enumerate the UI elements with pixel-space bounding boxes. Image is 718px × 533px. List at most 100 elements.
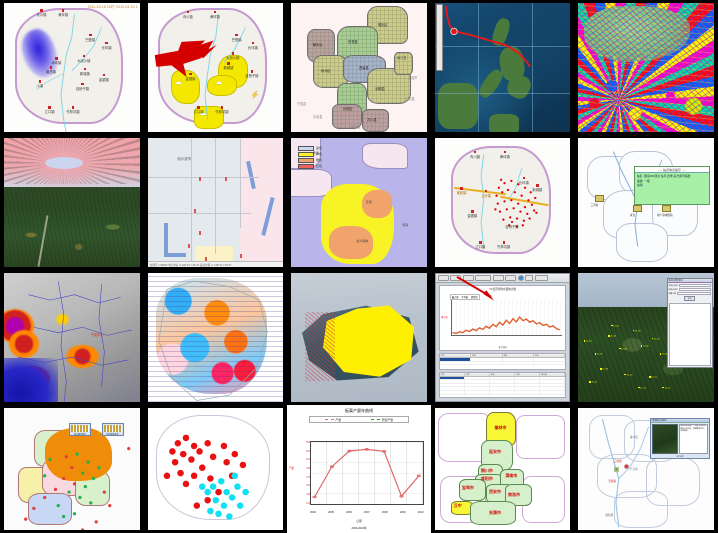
thumbnail-cell-4[interactable] — [430, 0, 575, 135]
site-photo-panel[interactable]: 现场照片及说明 监测点现场照片，拍摄于该监测断面上游方向，植被覆盖良好，岸坡稳定… — [650, 417, 710, 460]
thumbnail-cell-8[interactable]: 蓝色 黄色 橙色 红色 东海 台湾海峡 南海 黄海 — [287, 135, 431, 270]
poi-label[interactable]: JC-11 — [649, 376, 657, 379]
shaanxi-province-city-map[interactable]: 榆林市 延安市 铜川市 咸阳市 渭南市 宝鸡市 西安市 商洛市 汉中 安康市 — [434, 408, 571, 530]
cadastral-street-base-map[interactable]: 哈尔滨市 比例尺 1:50000 中心坐标 X:128.16 Y:45.42 鼠… — [147, 138, 284, 267]
infrared-cloudtop-satellite-image[interactable]: 气旋中心 — [4, 273, 140, 402]
zoom-slider-control[interactable] — [435, 4, 443, 72]
thumbnail-cell-7[interactable]: 哈尔滨市 比例尺 1:50000 中心坐标 X:128.16 Y:45.42 鼠… — [143, 135, 288, 270]
thumbnail-cell-14[interactable]: XX县历年降水量统计图 最大值 平均值 趋势线 降水量 年(月)份 序号 站号 — [430, 270, 575, 405]
city-polygon-shangluo[interactable] — [505, 483, 533, 506]
thumbnail-cell-11[interactable]: 气旋中心 — [0, 270, 144, 405]
gis-feature-info-popup-map[interactable]: 三湾坝 青龙 胡少镇电阻站 ---- 站点信息提示 ---- 站名: 国家481… — [578, 138, 714, 267]
thumbnail-cell-12[interactable] — [143, 270, 288, 405]
weather-warning-signal-map[interactable]: ☁ ☁ ☁ ⚡ 青川镇 黄坪镇 巴登镇 长坪镇 大战沙镇 新城镇 金银镇 百桥子… — [147, 3, 284, 132]
site-marker-icon[interactable] — [613, 466, 619, 472]
poi-label[interactable]: JC-10 — [624, 374, 633, 376]
application-window[interactable]: XX县历年降水量统计图 最大值 平均值 趋势线 降水量 年(月)份 序号 站号 — [434, 273, 571, 402]
poi-label[interactable]: JC-02 — [595, 353, 603, 355]
poi-labelled-3d-terrain[interactable]: JC-01 JC-02 JC-03 JC-04 JC-05 JC-06 JC-0… — [578, 273, 714, 402]
city-polygon-ankang[interactable] — [470, 500, 517, 526]
thumbnail-cell-15[interactable]: JC-01 JC-02 JC-03 JC-04 JC-05 JC-06 JC-0… — [574, 270, 718, 405]
table-row[interactable] — [439, 358, 566, 362]
toolbar-button-settings[interactable] — [517, 275, 524, 281]
app-toolbar[interactable] — [435, 274, 570, 283]
thumbnail-cell-16[interactable]: 受灾情况统计 经济损失统计 — [0, 405, 144, 533]
station-marker-icon[interactable] — [594, 194, 604, 202]
field-input[interactable] — [678, 287, 711, 291]
toolbar-button-help[interactable] — [525, 275, 534, 281]
city-polygon-baoji[interactable] — [459, 478, 487, 501]
thumbnail-cell-18[interactable]: 板栗产量年曲线 产量 预测产量 550 530 510 490 470 450 430 410… — [287, 405, 431, 533]
statistics-popup[interactable]: 经济损失统计 — [101, 422, 124, 436]
map-pin-icon[interactable] — [199, 176, 202, 181]
table-row[interactable] — [439, 387, 566, 391]
terrain-sunrise-3d-view[interactable] — [4, 138, 140, 267]
poi-label[interactable]: JC-14 — [662, 387, 671, 389]
toolbar-button-open[interactable] — [437, 275, 449, 281]
marine-wave-warning-map[interactable]: 蓝色 黄色 橙色 红色 东海 台湾海峡 南海 黄海 — [291, 138, 427, 267]
poi-label[interactable]: JC-12 — [589, 381, 597, 384]
toolbar-button-print[interactable] — [505, 275, 517, 281]
poi-label[interactable]: JC-04 — [619, 348, 627, 350]
table-row[interactable] — [439, 361, 566, 366]
poi-label[interactable]: JC-16 — [611, 325, 619, 327]
precipitation-diffusion-map[interactable]: 青川镇 黄坪镇 巴登镇 长坪镇 尚坪镇 南岳镇 大战沙镇 新城镇 金银镇 百桥子… — [4, 3, 140, 132]
map-pin-icon[interactable] — [199, 230, 202, 235]
poi-label[interactable]: JC-08 — [660, 353, 668, 355]
field-input[interactable] — [676, 292, 711, 296]
poi-label[interactable]: JC-07 — [652, 338, 660, 340]
map-pin-icon[interactable] — [193, 208, 196, 213]
poi-label[interactable]: JC-06 — [641, 345, 649, 348]
table-row[interactable] — [439, 376, 566, 381]
site-photo-popup-map[interactable]: 三堆镇 宝轮镇 广元市 青川县 剑阁县 昭化区 现场照片及说明 监测点现场照片，… — [578, 408, 714, 530]
hazard-point-distribution-map[interactable] — [147, 408, 284, 530]
map-pin-icon[interactable] — [224, 176, 227, 181]
thumbnail-cell-3[interactable]: 昭化区 旺苍县 朝天区 利州区 苍溪县 剑阁县 元坝区 青川县 南江县 宁强县 … — [287, 0, 431, 135]
thumbnail-cell-10[interactable]: 三湾坝 青龙 胡少镇电阻站 ---- 站点信息提示 ---- 站名: 国家481… — [574, 135, 718, 270]
map-pin-icon[interactable] — [204, 256, 207, 261]
map-pin-icon[interactable] — [239, 254, 242, 259]
poi-label[interactable]: JC-01 — [584, 340, 592, 342]
summary-table[interactable]: 序号 站号 站名 年份 — [438, 353, 567, 370]
landuse-grid-classification-map[interactable]: 昭化区 旺苍县 朝天区 利州区 苍溪县 剑阁县 元坝区 青川县 南江县 宁强县 … — [291, 3, 427, 132]
feature-info-popup[interactable]: ---- 站点信息提示 ---- 站名: 国家481测点 站号:四季 采方通讯基… — [634, 166, 710, 206]
thumbnail-cell-20[interactable]: 三堆镇 宝轮镇 广元市 青川县 剑阁县 昭化区 现场照片及说明 监测点现场照片，… — [574, 405, 718, 533]
thumbnail-cell-2[interactable]: ☁ ☁ ☁ ⚡ 青川镇 黄坪镇 巴登镇 长坪镇 大战沙镇 新城镇 金银镇 百桥子… — [143, 0, 288, 135]
site-photo-thumbnail[interactable] — [652, 423, 678, 454]
poi-label[interactable]: JC-05 — [633, 330, 641, 332]
station-marker-icon[interactable] — [662, 205, 672, 213]
station-marker-icon[interactable] — [632, 205, 642, 213]
field-input[interactable] — [678, 283, 711, 287]
desktop-app-statistics-window[interactable]: XX县历年降水量统计图 最大值 平均值 趋势线 降水量 年(月)份 序号 站号 — [434, 273, 571, 402]
inundation-extent-3d-model[interactable] — [291, 273, 427, 402]
thumbnail-cell-17[interactable] — [143, 405, 288, 533]
table-row[interactable] — [439, 390, 566, 395]
poi-label[interactable]: JC-13 — [638, 387, 646, 389]
detail-table[interactable]: 序号 站号 站名 年份 统计值 — [438, 371, 567, 398]
thumbnail-cell-9[interactable]: 青川镇 黄坪镇 长坪镇 新城镇 金银镇 百桥子镇 江口镇 竹林坑镇 上马镇 宝轮… — [430, 135, 575, 270]
table-row[interactable] — [439, 383, 566, 388]
statistics-popup[interactable]: 受灾情况统计 — [69, 422, 92, 436]
typhoon-track-satellite-map[interactable] — [434, 3, 571, 132]
map-pin-icon[interactable] — [188, 243, 191, 248]
result-list[interactable] — [668, 302, 711, 367]
poi-label[interactable]: JC-03 — [608, 335, 616, 337]
statistics-bar-chart[interactable]: XX县历年降水量统计图 最大值 平均值 趋势线 降水量 年(月)份 — [438, 285, 567, 352]
query-button[interactable]: 查询 — [683, 296, 696, 302]
thumbnail-cell-19[interactable]: 榆林市 延安市 铜川市 咸阳市 渭南市 宝鸡市 西安市 商洛市 汉中 安康市 — [430, 405, 575, 533]
classified-raster-image[interactable] — [578, 3, 714, 132]
table-row[interactable] — [439, 380, 566, 384]
thumbnail-cell-6[interactable] — [0, 135, 144, 270]
thumbnail-cell-13[interactable] — [287, 270, 431, 405]
annual-output-line-chart[interactable]: 板栗产量年曲线 产量 预测产量 550 530 510 490 470 450 430 410… — [287, 405, 431, 533]
monitor-query-panel[interactable]: 监测点属性查询 监测点名称 监测点编号 所属乡镇 查询 — [666, 278, 713, 369]
thumbnail-cell-5[interactable] — [574, 0, 718, 135]
regional-impact-assessment-map[interactable]: 受灾情况统计 经济损失统计 — [4, 408, 140, 530]
thumbnail-cell-1[interactable]: 青川镇 黄坪镇 巴登镇 长坪镇 尚坪镇 南岳镇 大战沙镇 新城镇 金银镇 百桥子… — [0, 0, 144, 135]
site-marker-icon[interactable] — [624, 464, 630, 469]
toolbar-button-export[interactable] — [492, 275, 504, 281]
toolbar-button-refresh[interactable] — [462, 275, 474, 281]
poi-label[interactable]: JC-09 — [600, 368, 608, 371]
dense-station-observation-map[interactable] — [147, 273, 284, 402]
toolbar-button-exit[interactable] — [534, 275, 548, 281]
